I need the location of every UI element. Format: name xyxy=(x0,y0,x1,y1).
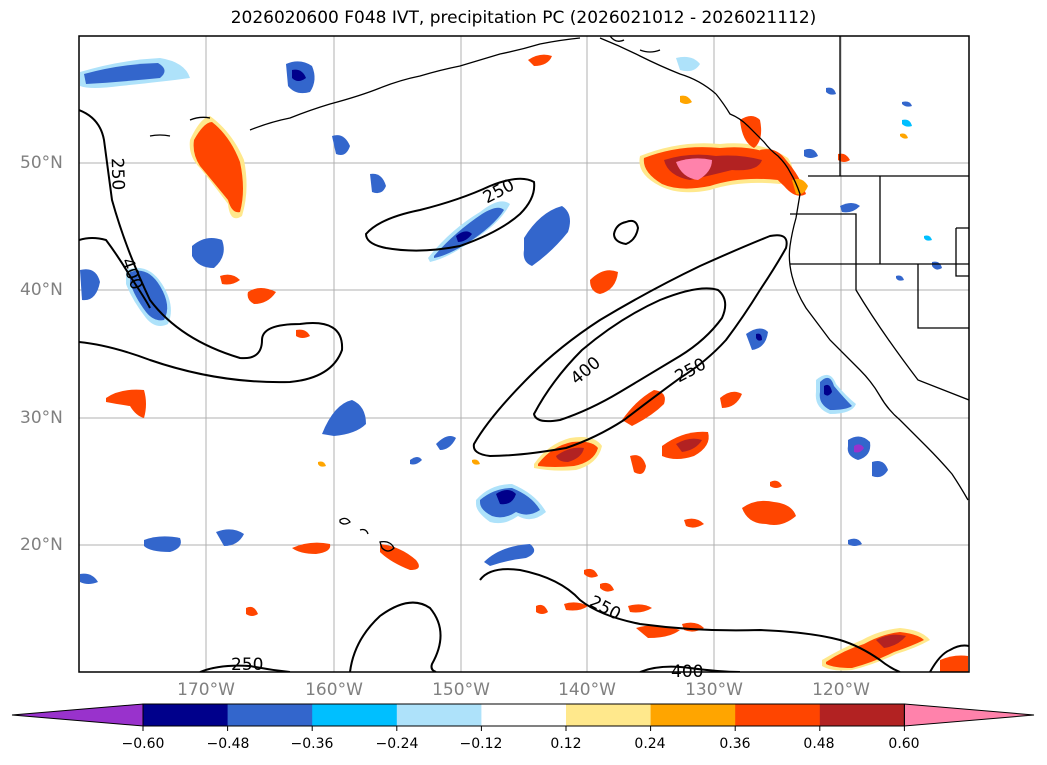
colorbar-segment xyxy=(735,704,821,726)
colorbar-tick-label: −0.36 xyxy=(290,736,334,752)
colorbar-segment xyxy=(143,704,229,726)
colorbar-tick-label: −0.60 xyxy=(121,736,165,752)
colorbar-segment xyxy=(312,704,398,726)
lat-label: 40°N xyxy=(20,280,63,300)
colorbar-tick-label: 0.24 xyxy=(634,736,666,752)
lat-label: 30°N xyxy=(20,408,63,428)
lon-label: 140°W xyxy=(558,680,616,700)
colorbar-segment xyxy=(227,704,313,726)
colorbar-tick-label: 0.12 xyxy=(550,736,582,752)
colorbar-extend-min xyxy=(11,703,144,727)
lat-label: 20°N xyxy=(20,535,63,555)
lon-label: 170°W xyxy=(177,680,235,700)
colorbar-tick-label: −0.12 xyxy=(459,736,503,752)
colorbar-segment xyxy=(819,704,905,726)
positive-precip-areas xyxy=(106,54,968,672)
colorbar-outline xyxy=(142,703,905,727)
colorbar-extend-max xyxy=(903,703,1035,727)
contour-label: 250 xyxy=(107,157,128,190)
contour-label: 400 xyxy=(671,662,703,682)
lat-label: 50°N xyxy=(20,153,63,173)
ivt-contours xyxy=(79,109,969,672)
lon-label: 150°W xyxy=(432,680,490,700)
map-title: 2026020600 F048 IVT, precipitation PC (2… xyxy=(230,8,817,28)
lon-label: 130°W xyxy=(685,680,743,700)
colorbar-tick-label: 0.60 xyxy=(888,736,920,752)
colorbar-segment xyxy=(650,704,736,726)
coastlines xyxy=(149,36,969,552)
colorbar-tick-label: −0.24 xyxy=(375,736,419,752)
negative-precip-areas xyxy=(80,56,942,584)
colorbar-tick-label: 0.36 xyxy=(719,736,751,752)
colorbar-tick-label: −0.48 xyxy=(206,736,250,752)
map-plot: 250 400 250 400 250 400 250 250 xyxy=(78,35,970,682)
colorbar-segment xyxy=(566,704,652,726)
lon-label: 120°W xyxy=(812,680,870,700)
colorbar-tick-label: 0.48 xyxy=(803,736,835,752)
colorbar-segment xyxy=(396,704,482,726)
lon-label: 160°W xyxy=(305,680,363,700)
contour-label: 250 xyxy=(231,655,263,675)
colorbar-segment xyxy=(481,704,567,726)
